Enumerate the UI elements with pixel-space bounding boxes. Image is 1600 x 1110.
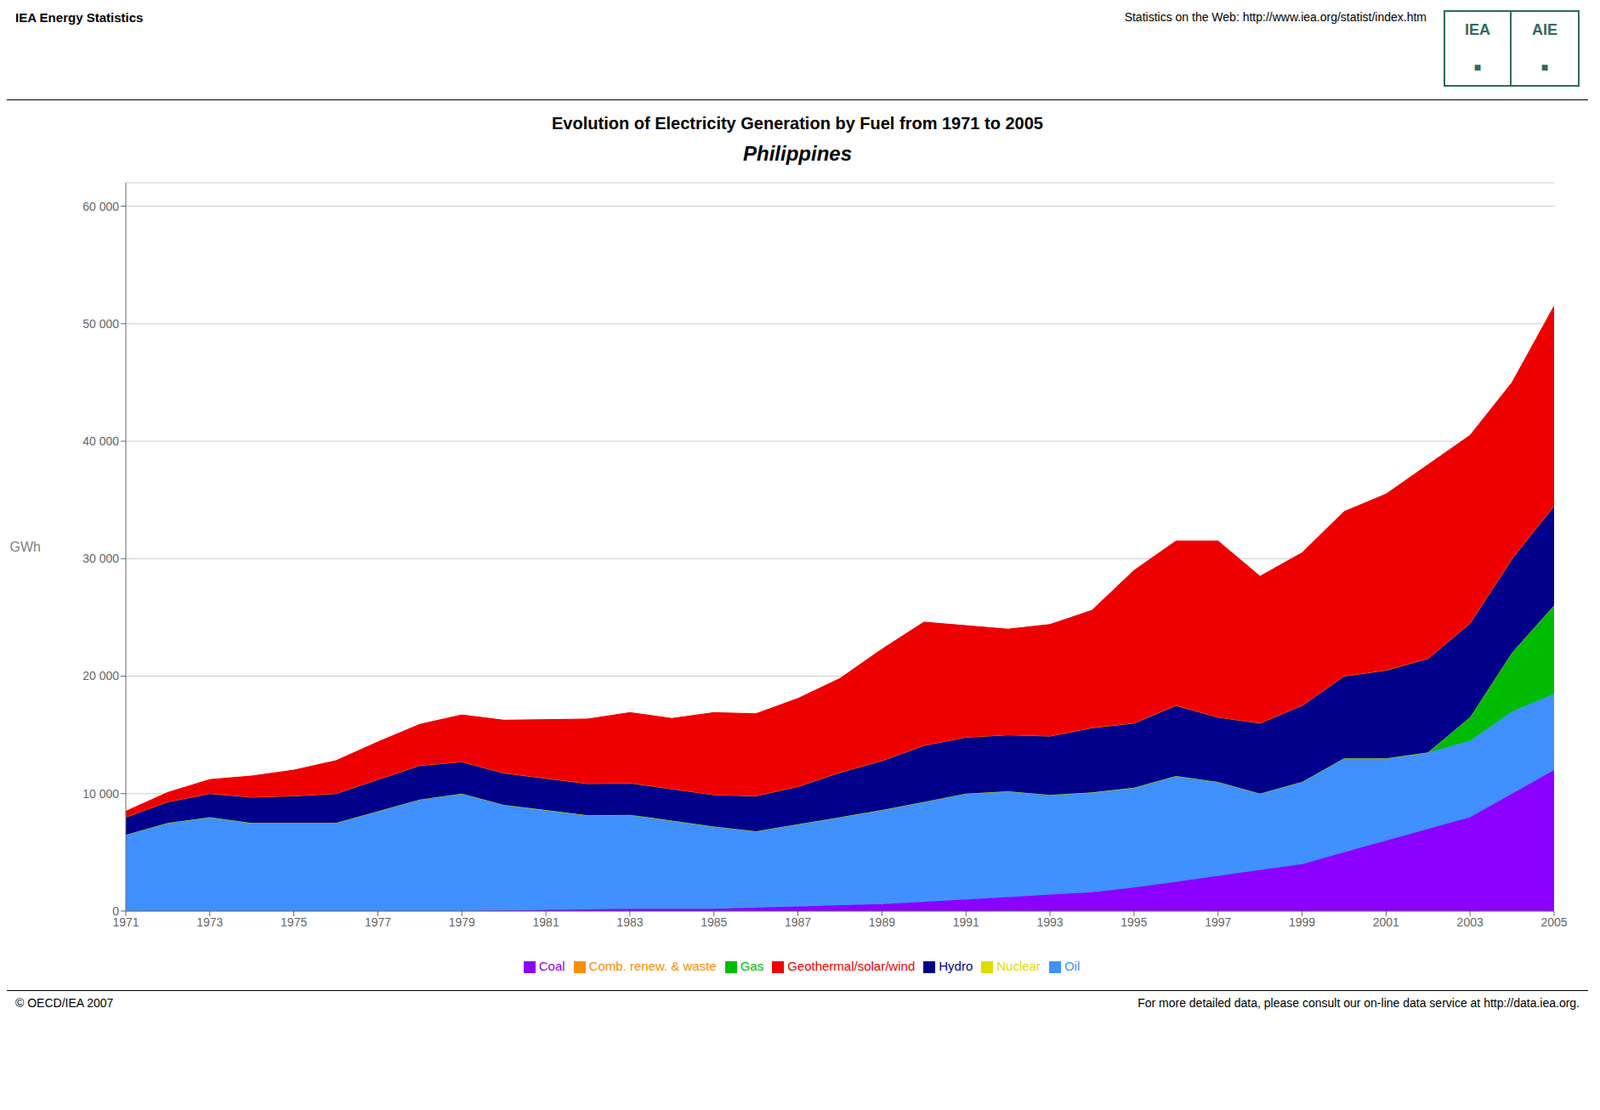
svg-text:2003: 2003 — [1457, 915, 1484, 930]
html-text:Evolution of Electricity Gener: Evolution of Electricity Generation by F… — [551, 113, 1044, 133]
html-text:Geothermal/solar/wind: Geothermal/solar/wind — [787, 958, 915, 974]
svg-text:0: 0 — [112, 904, 120, 919]
html-text:IEA: IEA — [1464, 21, 1491, 39]
svg-text:1983: 1983 — [616, 915, 643, 930]
svg-text:1999: 1999 — [1288, 915, 1316, 930]
html-text:AIE: AIE — [1531, 21, 1558, 39]
svg-text:20 000: 20 000 — [82, 669, 120, 683]
svg-text:1989: 1989 — [868, 915, 896, 930]
svg-text:1977: 1977 — [364, 915, 392, 930]
svg-text:1973: 1973 — [196, 915, 223, 930]
svg-text:1993: 1993 — [1036, 915, 1063, 930]
html-text:Statistics on the Web: http://: Statistics on the Web: http://www.iea.or… — [1124, 10, 1427, 24]
html-text:Coal: Coal — [538, 958, 566, 974]
svg-text:1971: 1971 — [112, 915, 140, 930]
svg-text:1981: 1981 — [533, 915, 560, 930]
svg-text:1997: 1997 — [1204, 915, 1232, 930]
svg-text:60 000: 60 000 — [82, 199, 120, 214]
html-text:Gas: Gas — [740, 958, 764, 974]
html-text:Nuclear: Nuclear — [996, 958, 1041, 974]
svg-text:40 000: 40 000 — [82, 434, 120, 449]
html-text:IEA Energy Statistics: IEA Energy Statistics — [15, 10, 144, 25]
svg-text:1991: 1991 — [953, 915, 980, 930]
html-text:© OECD/IEA 2007: © OECD/IEA 2007 — [15, 996, 114, 1010]
svg-text:2001: 2001 — [1373, 915, 1400, 930]
svg-text:1975: 1975 — [280, 915, 307, 930]
html-text:Comb. renew. & waste: Comb. renew. & waste — [588, 958, 717, 974]
html-text:For more detailed data, please: For more detailed data, please consult o… — [1137, 996, 1580, 1010]
svg-text:1995: 1995 — [1120, 915, 1147, 930]
svg-text:1979: 1979 — [448, 915, 476, 930]
html-text:Oil: Oil — [1064, 958, 1080, 974]
svg-text:50 000: 50 000 — [82, 317, 120, 331]
svg-text:2005: 2005 — [1540, 915, 1567, 930]
svg-text:10 000: 10 000 — [82, 787, 120, 801]
html-text:Philippines: Philippines — [743, 141, 852, 165]
svg-text:30 000: 30 000 — [82, 551, 120, 566]
svg-text:GWh: GWh — [10, 539, 41, 555]
svg-text:1985: 1985 — [700, 915, 727, 930]
svg-text:1987: 1987 — [784, 915, 812, 930]
html-text:Hydro: Hydro — [938, 958, 973, 974]
